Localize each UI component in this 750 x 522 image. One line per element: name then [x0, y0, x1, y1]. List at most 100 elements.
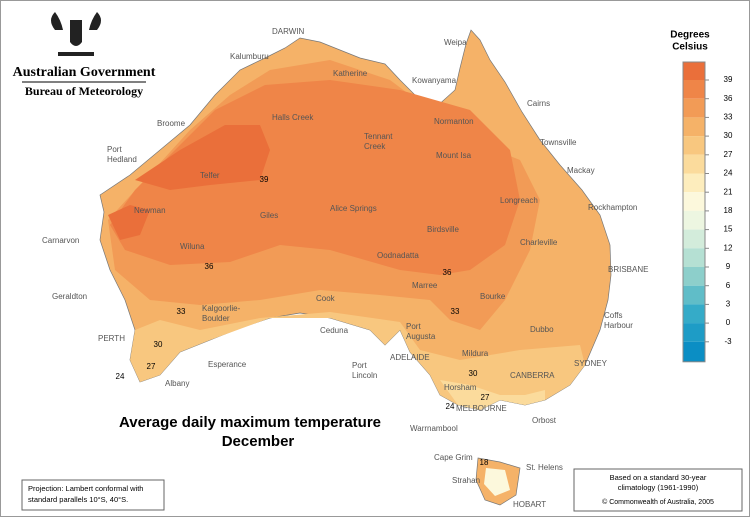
place-label: Creek — [364, 142, 386, 151]
place-label: Broome — [157, 119, 186, 128]
place-label: Weipa — [444, 38, 467, 47]
legend-tick-label: 18 — [724, 206, 733, 215]
legend-swatch — [683, 154, 705, 174]
legend-swatch — [683, 304, 705, 324]
place-label: Kalgoorlie- — [202, 304, 241, 313]
isotherm-label: 27 — [481, 393, 490, 402]
place-label: Carnarvon — [42, 236, 79, 245]
place-label: Marree — [412, 281, 438, 290]
place-label: Strahan — [452, 476, 480, 485]
legend-swatch — [683, 285, 705, 305]
isotherm-label: 36 — [443, 268, 452, 277]
projection-note: Projection: Lambert conformal with — [28, 484, 143, 493]
copyright: © Commonwealth of Australia, 2005 — [602, 498, 714, 506]
place-label: SYDNEY — [574, 359, 608, 368]
place-label: Bourke — [480, 292, 506, 301]
legend-tick-label: 39 — [724, 75, 733, 84]
place-label: Alice Springs — [330, 204, 377, 213]
note-box — [573, 468, 743, 512]
place-label: CANBERRA — [510, 371, 555, 380]
place-label: Charleville — [520, 238, 558, 247]
place-label: ADELAIDE — [390, 353, 430, 362]
place-label: Birdsville — [427, 225, 460, 234]
legend-swatch — [683, 323, 705, 342]
legend-title: Celsius — [672, 42, 708, 53]
place-label: Boulder — [202, 314, 230, 323]
legend-swatch — [683, 192, 705, 211]
bureau: Bureau of Meteorology — [25, 84, 143, 98]
isotherm-label: 30 — [469, 369, 478, 378]
legend-tick-label: 21 — [724, 187, 733, 196]
isotherm-label: 30 — [154, 340, 163, 349]
place-label: Port — [406, 322, 421, 331]
isotherm-label: 33 — [451, 307, 460, 316]
title: Average daily maximum temperature — [119, 414, 381, 431]
legend-swatch — [683, 173, 705, 193]
place-label: Rockhampton — [588, 203, 637, 212]
place-label: Mount Isa — [436, 151, 472, 160]
isotherm-label: 27 — [147, 362, 156, 371]
subtitle: December — [222, 433, 295, 450]
place-label: Newman — [134, 206, 166, 215]
place-label: Halls Creek — [272, 113, 314, 122]
place-label: Katherine — [333, 69, 368, 78]
place-label: Harbour — [604, 321, 633, 330]
legend-tick-label: 30 — [724, 131, 733, 140]
place-label: MELBOURNE — [456, 404, 507, 413]
projection-note: standard parallels 10°S, 40°S. — [28, 495, 128, 504]
legend-swatch — [683, 248, 705, 267]
place-label: Horsham — [444, 383, 477, 392]
legend-tick-label: 36 — [724, 94, 733, 103]
place-label: Mackay — [567, 166, 595, 175]
legend-swatch — [683, 98, 705, 118]
place-label: DARWIN — [272, 27, 305, 36]
place-label: Warrnambool — [410, 424, 458, 433]
place-label: Port — [107, 145, 122, 154]
legend-swatch — [683, 62, 705, 80]
legend-tick-label: 33 — [724, 113, 733, 122]
legend-tick-label: -3 — [724, 337, 732, 346]
isotherm-label: 33 — [177, 307, 186, 316]
legend-title: Degrees — [670, 30, 710, 41]
place-label: Lincoln — [352, 371, 377, 380]
legend-tick-label: 3 — [726, 300, 731, 309]
legend-tick-label: 12 — [724, 243, 733, 252]
legend-swatch — [683, 341, 705, 362]
place-label: Cape Grim — [434, 453, 473, 462]
place-label: Kowanyama — [412, 76, 457, 85]
place-label: Augusta — [406, 332, 436, 341]
legend-tick-label: 24 — [724, 169, 733, 178]
place-label: Townsville — [540, 138, 577, 147]
place-label: Esperance — [208, 360, 247, 369]
climatology-note: Based on a standard 30-year — [610, 473, 707, 482]
note-box — [21, 479, 165, 511]
legend-tick-label: 9 — [726, 262, 731, 271]
place-label: Telfer — [200, 171, 220, 180]
place-label: PERTH — [98, 334, 125, 343]
place-label: St. Helens — [526, 463, 563, 472]
place-label: Cook — [316, 294, 336, 303]
place-label: Normanton — [434, 117, 474, 126]
isotherm-label: 39 — [260, 175, 269, 184]
legend-swatch — [683, 80, 705, 99]
legend-tick-label: 27 — [724, 150, 733, 159]
government: Australian Government — [13, 65, 156, 80]
place-label: Oodnadatta — [377, 251, 419, 260]
isotherm-label: 36 — [205, 262, 214, 271]
isotherm-label: 24 — [116, 372, 125, 381]
legend-swatch — [683, 210, 705, 230]
place-label: Hedland — [107, 155, 137, 164]
place-label: Wiluna — [180, 242, 205, 251]
legend-swatch — [683, 136, 705, 155]
legend-swatch — [683, 117, 705, 137]
place-label: Ceduna — [320, 326, 349, 335]
climatology-note: climatology (1961-1990) — [618, 483, 699, 492]
place-label: Giles — [260, 211, 278, 220]
isotherm-label: 18 — [480, 458, 489, 467]
place-label: Tennant — [364, 132, 393, 141]
legend-swatch — [683, 229, 705, 249]
isotherm-label: 24 — [446, 402, 455, 411]
legend-tick-label: 15 — [724, 225, 733, 234]
place-label: Kalumburu — [230, 52, 269, 61]
